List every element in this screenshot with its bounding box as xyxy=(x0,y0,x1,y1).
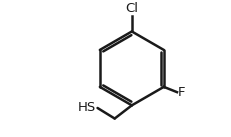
Text: F: F xyxy=(177,86,184,99)
Text: Cl: Cl xyxy=(125,2,138,15)
Text: HS: HS xyxy=(77,102,96,115)
